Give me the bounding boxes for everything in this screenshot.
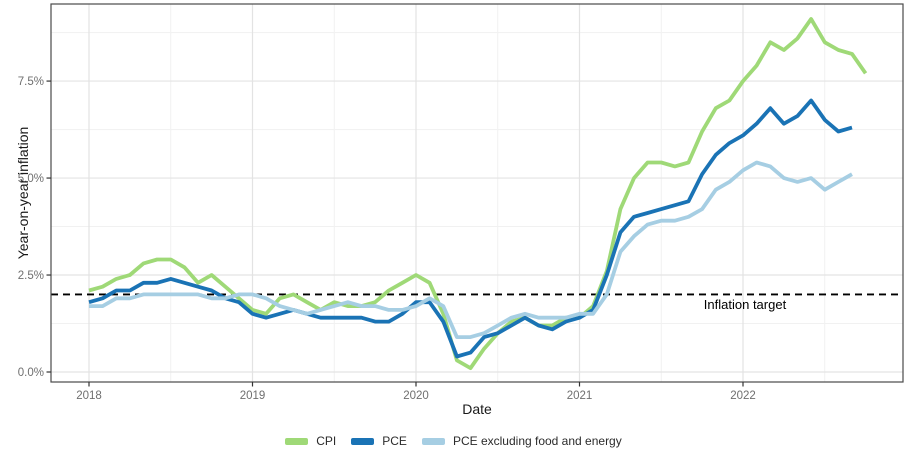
core-pce-legend-key-swatch: [421, 437, 445, 445]
panel-background: [51, 4, 903, 382]
x-tick-label: 2019: [240, 390, 266, 402]
x-tick-label: 2018: [76, 390, 102, 402]
y-tick-label: 7.5%: [18, 76, 44, 88]
legend-item-core-pce: PCE excluding food and energy: [421, 434, 622, 448]
chart-canvas: 0.0% 2.5% 5.0% 7.5% 2018 2019 2020 2021 2022: [18, 3, 904, 402]
y-axis-title: Year-on-year inflation: [15, 126, 31, 260]
pce-legend-label: PCE: [382, 434, 407, 448]
legend-item-cpi: CPI: [285, 434, 336, 448]
core-pce-line: [89, 160, 853, 340]
x-tick-label: 2020: [403, 390, 429, 402]
cpi-legend-label: CPI: [316, 434, 337, 448]
legend-item-pce: PCE: [351, 434, 407, 448]
x-axis-title: Date: [462, 401, 492, 417]
cpi-line: [88, 17, 868, 371]
y-tick-label: 5.0%: [18, 173, 44, 185]
cpi-legend-key-swatch: [285, 437, 309, 445]
y-tick-label: 2.5%: [18, 270, 44, 282]
y-tick-label: 0.0%: [18, 367, 44, 379]
chart-legend: CPI PCE PCE excluding food and energy: [0, 434, 907, 448]
pce-line: [88, 98, 853, 359]
x-tick-label: 2022: [730, 390, 756, 402]
core-pce-legend-label: PCE excluding food and energy: [452, 434, 622, 448]
pce-legend-key-swatch: [351, 437, 375, 445]
panel-border: [50, 3, 904, 383]
inflation-target-label: Inflation target: [703, 297, 787, 312]
x-tick-label: 2021: [567, 390, 593, 402]
